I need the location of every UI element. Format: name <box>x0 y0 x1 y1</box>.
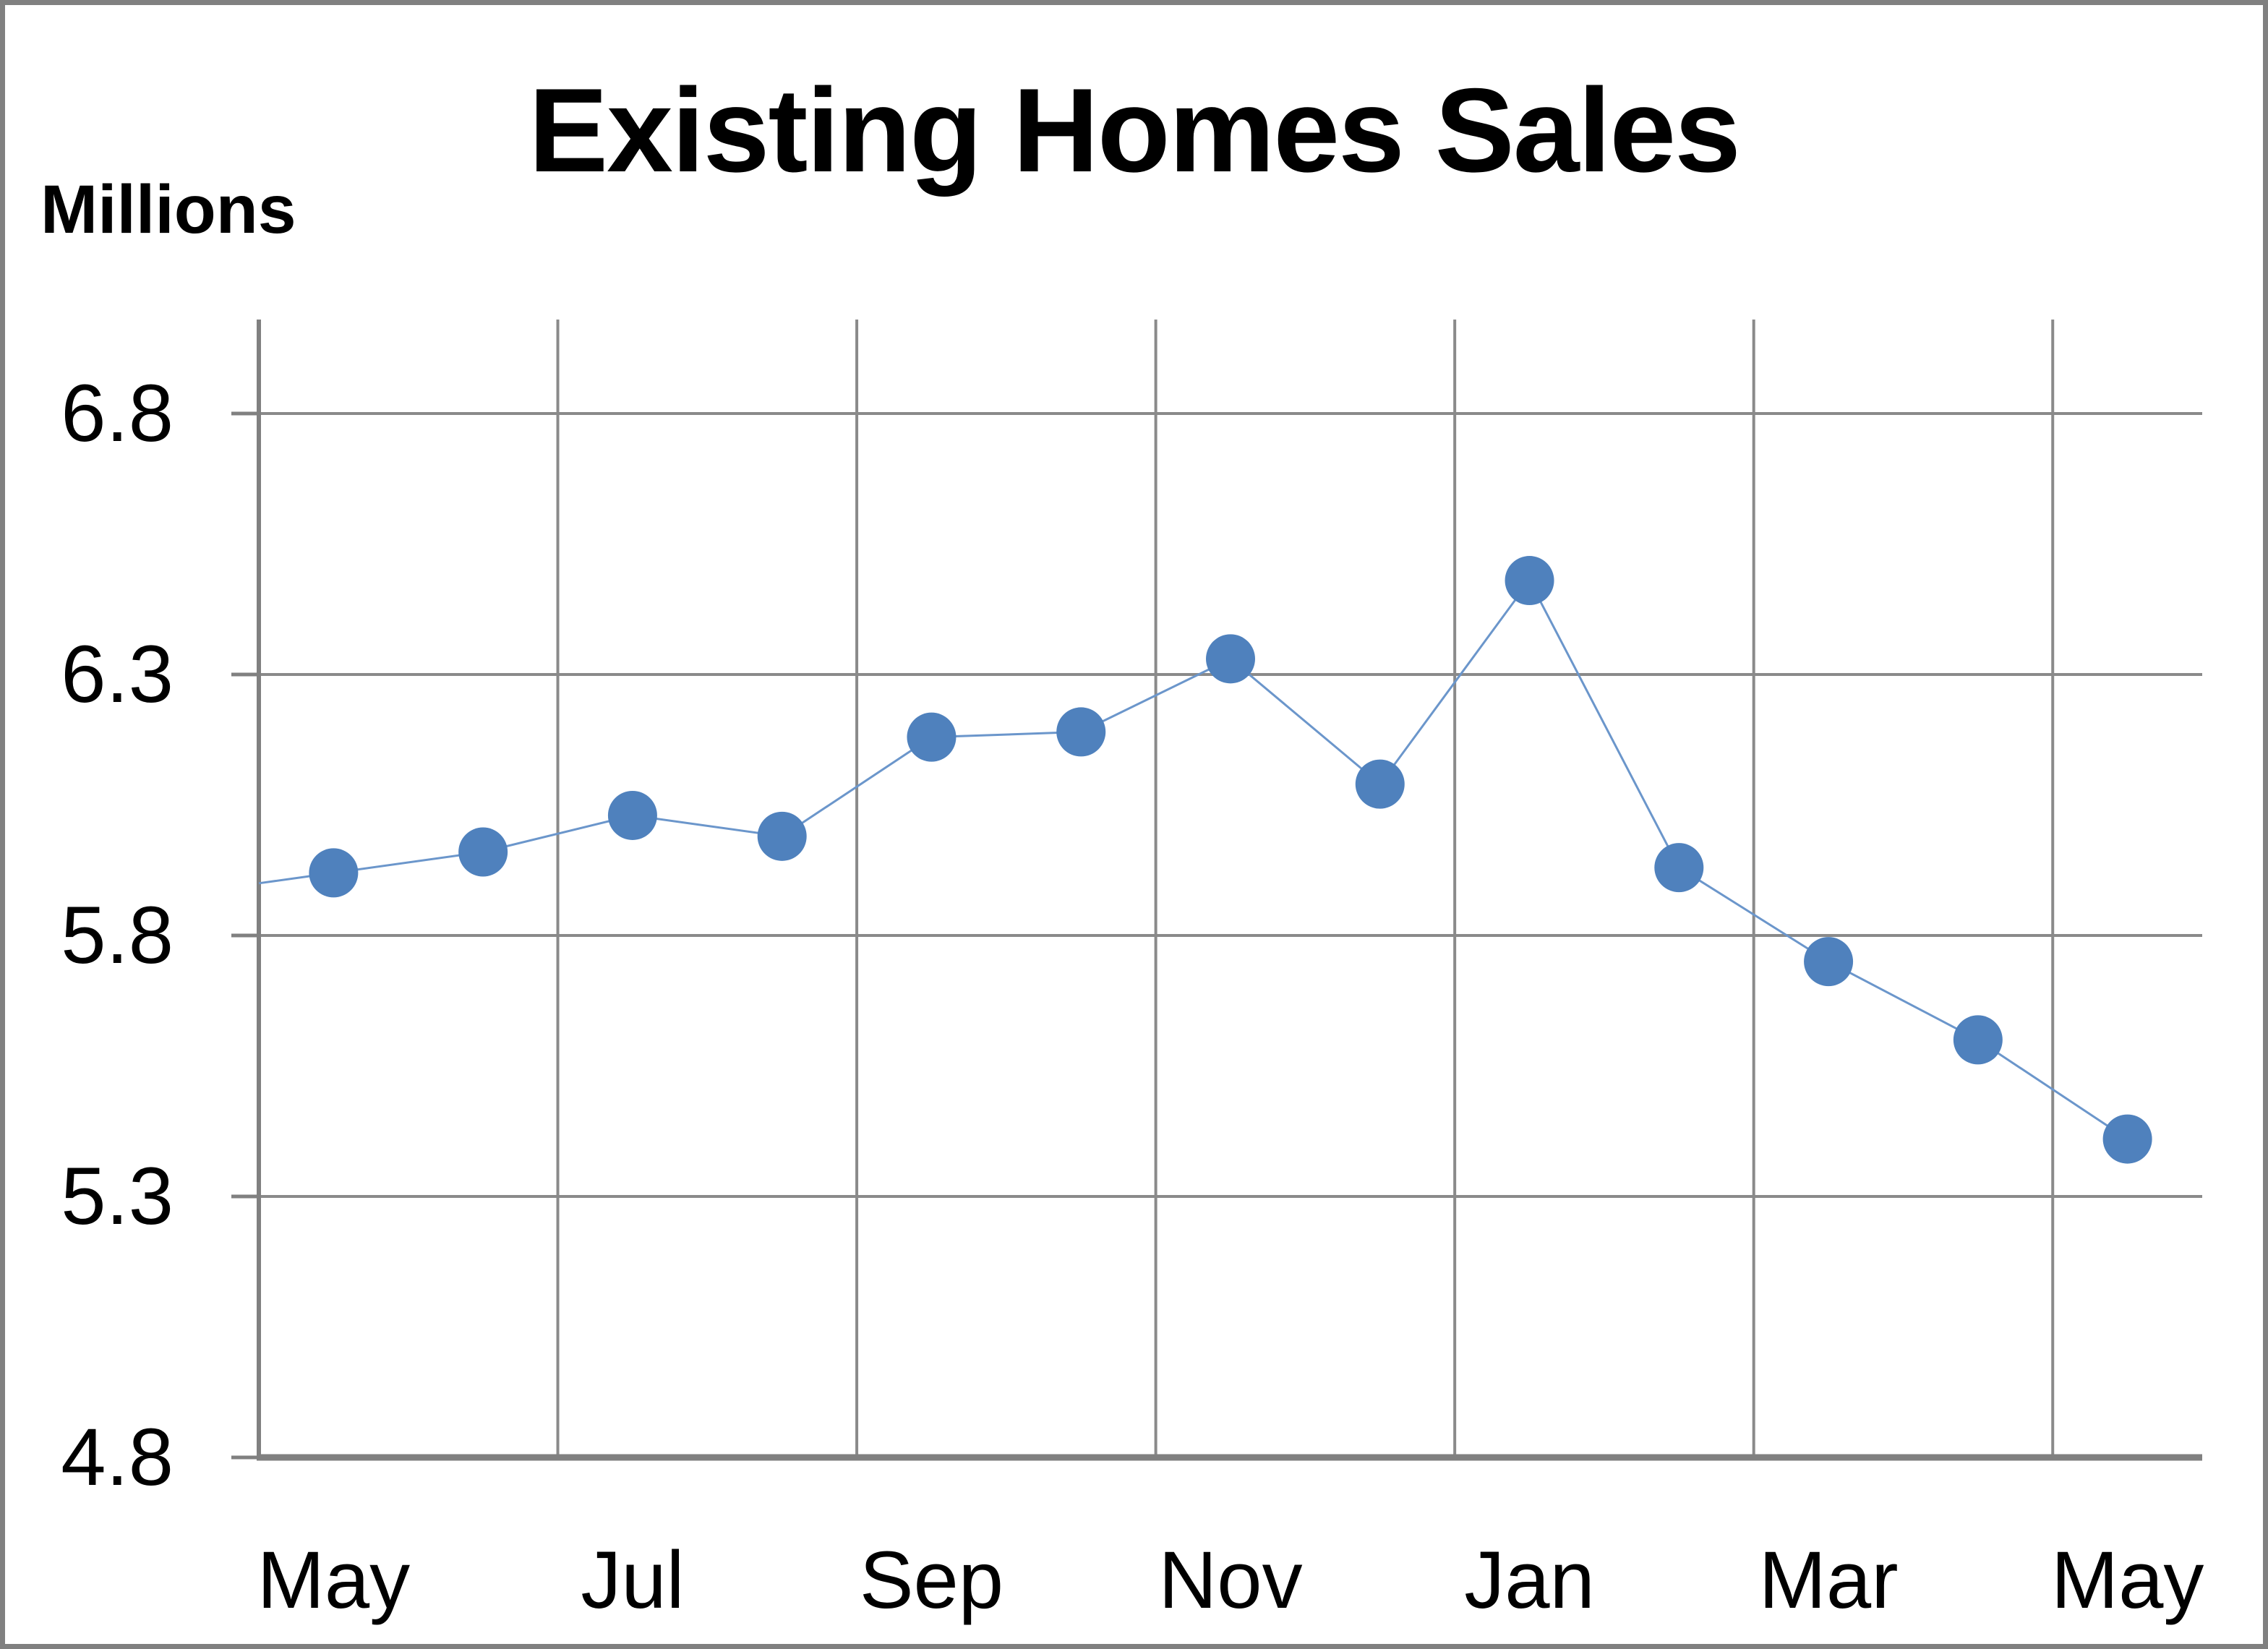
y-axis-unit-label: Millions <box>40 171 296 248</box>
x-tick-label: Nov <box>1158 1535 1303 1625</box>
data-point-marker <box>1355 759 1405 809</box>
y-tick-label: 6.3 <box>61 629 174 719</box>
y-tick-label: 5.8 <box>61 890 174 980</box>
x-tick-label: Mar <box>1758 1535 1899 1625</box>
data-point-marker <box>2102 1114 2152 1164</box>
x-tick-label: May <box>257 1535 411 1625</box>
data-point-marker <box>1654 843 1704 893</box>
data-point-marker <box>1505 556 1554 606</box>
x-tick-label: Sep <box>859 1535 1004 1625</box>
data-point-marker <box>1804 937 1854 987</box>
x-tick-label: Jan <box>1464 1535 1595 1625</box>
data-point-marker <box>757 811 807 861</box>
data-point-marker <box>907 712 957 762</box>
x-tick-label: Jul <box>581 1535 685 1625</box>
data-point-marker <box>607 790 657 840</box>
data-point-marker <box>1056 707 1106 757</box>
chart-title: Existing Homes Sales <box>529 64 1741 197</box>
data-point-marker <box>458 827 508 877</box>
y-tick-label: 4.8 <box>61 1412 174 1502</box>
data-line <box>258 578 2128 1140</box>
y-tick-label: 6.8 <box>61 368 174 458</box>
x-tick-label: May <box>2050 1535 2204 1625</box>
data-point-marker <box>309 848 359 898</box>
data-point-marker <box>1953 1015 2003 1065</box>
y-tick-label: 5.3 <box>61 1151 174 1241</box>
data-point-marker <box>1206 634 1255 684</box>
